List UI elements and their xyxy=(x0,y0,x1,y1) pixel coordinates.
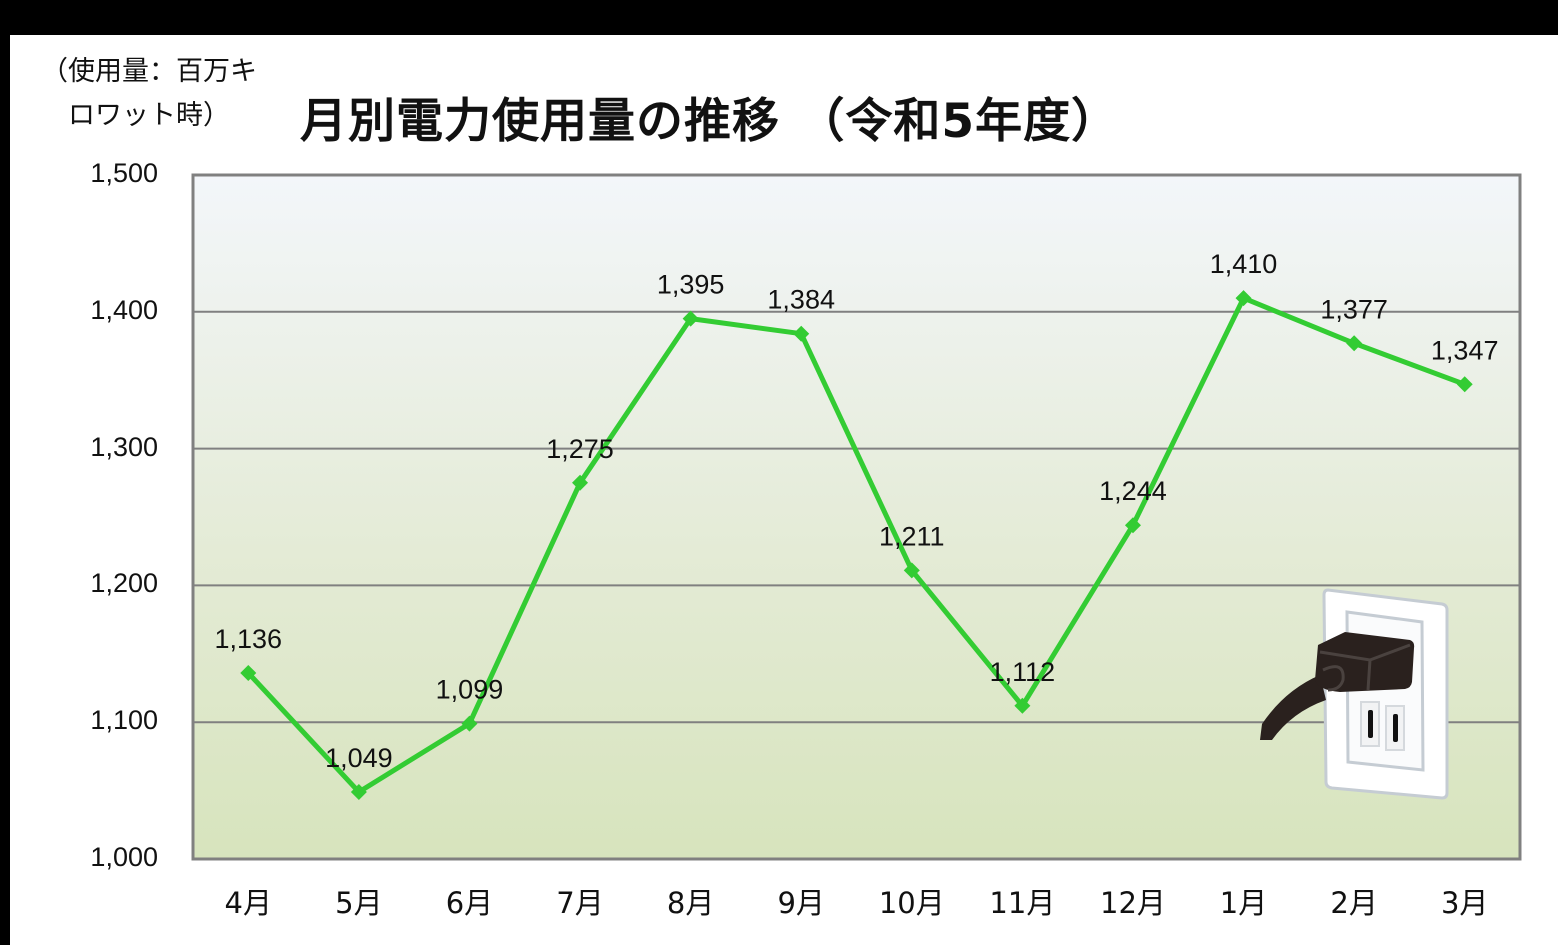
x-tick-label: 6月 xyxy=(445,886,494,920)
y-tick-label: 1,200 xyxy=(90,568,158,599)
data-point-marker xyxy=(1235,290,1252,307)
power-outlet-with-plug-icon xyxy=(1260,588,1449,800)
data-series-line xyxy=(246,295,1466,795)
x-tick-label: 12月 xyxy=(1100,886,1166,920)
y-tick-label: 1,300 xyxy=(90,431,158,462)
top-black-bar xyxy=(0,0,1558,35)
data-labels: 1,136 1,049 1,099 1,275 1,395 1,384 1,211 1,112… xyxy=(215,249,1499,773)
data-point-marker xyxy=(350,783,367,800)
data-value-label: 1,347 xyxy=(1431,335,1499,365)
x-tick-label: 8月 xyxy=(666,886,715,920)
data-value-label: 1,384 xyxy=(767,285,835,315)
data-value-label: 1,395 xyxy=(657,270,725,300)
unit-label-line1: （使用量：百万キ xyxy=(41,56,257,87)
y-tick-label: 1,000 xyxy=(90,842,158,872)
unit-label-line2: ロワット時） xyxy=(68,100,230,131)
x-tick-label: 9月 xyxy=(777,886,825,920)
data-value-label: 1,377 xyxy=(1320,294,1388,324)
plot-frame xyxy=(191,173,1522,861)
x-tick-label: 7月 xyxy=(556,886,604,920)
data-point-marker xyxy=(572,474,589,491)
data-value-label: 1,112 xyxy=(990,657,1056,687)
data-point-marker xyxy=(240,664,257,681)
data-value-label: 1,049 xyxy=(325,743,393,773)
data-point-marker xyxy=(1124,517,1141,534)
x-tick-label: 10月 xyxy=(878,886,945,920)
x-tick-label: 1月 xyxy=(1219,886,1268,920)
x-tick-label: 3月 xyxy=(1440,886,1489,920)
data-point-marker xyxy=(461,715,478,732)
data-markers xyxy=(240,290,1473,800)
left-black-bar xyxy=(0,35,10,945)
chart-title: 月別電力使用量の推移 （令和5年度） xyxy=(300,94,1120,149)
data-value-label: 1,410 xyxy=(1210,249,1278,279)
data-point-marker xyxy=(903,562,920,579)
data-value-label: 1,244 xyxy=(1099,476,1167,506)
y-tick-label: 1,100 xyxy=(90,705,158,736)
data-value-label: 1,099 xyxy=(436,675,504,705)
data-point-marker xyxy=(682,310,699,327)
x-tick-label: 2月 xyxy=(1330,886,1378,920)
y-axis-unit-label: （使用量：百万キ ロワット時） xyxy=(24,50,274,138)
data-point-marker xyxy=(1456,376,1473,393)
data-value-label: 1,136 xyxy=(215,624,283,654)
data-value-label: 1,275 xyxy=(546,434,614,464)
y-tick-label: 1,500 xyxy=(90,158,158,188)
x-tick-label: 11月 xyxy=(989,886,1056,920)
x-tick-label: 4月 xyxy=(224,886,272,920)
x-tick-label: 5月 xyxy=(335,886,383,920)
data-point-marker xyxy=(1346,335,1363,352)
data-point-marker xyxy=(1014,697,1031,714)
plot-area xyxy=(193,175,1520,859)
data-value-label: 1,211 xyxy=(879,521,945,551)
data-point-marker xyxy=(793,325,810,342)
y-tick-label: 1,400 xyxy=(90,294,158,325)
